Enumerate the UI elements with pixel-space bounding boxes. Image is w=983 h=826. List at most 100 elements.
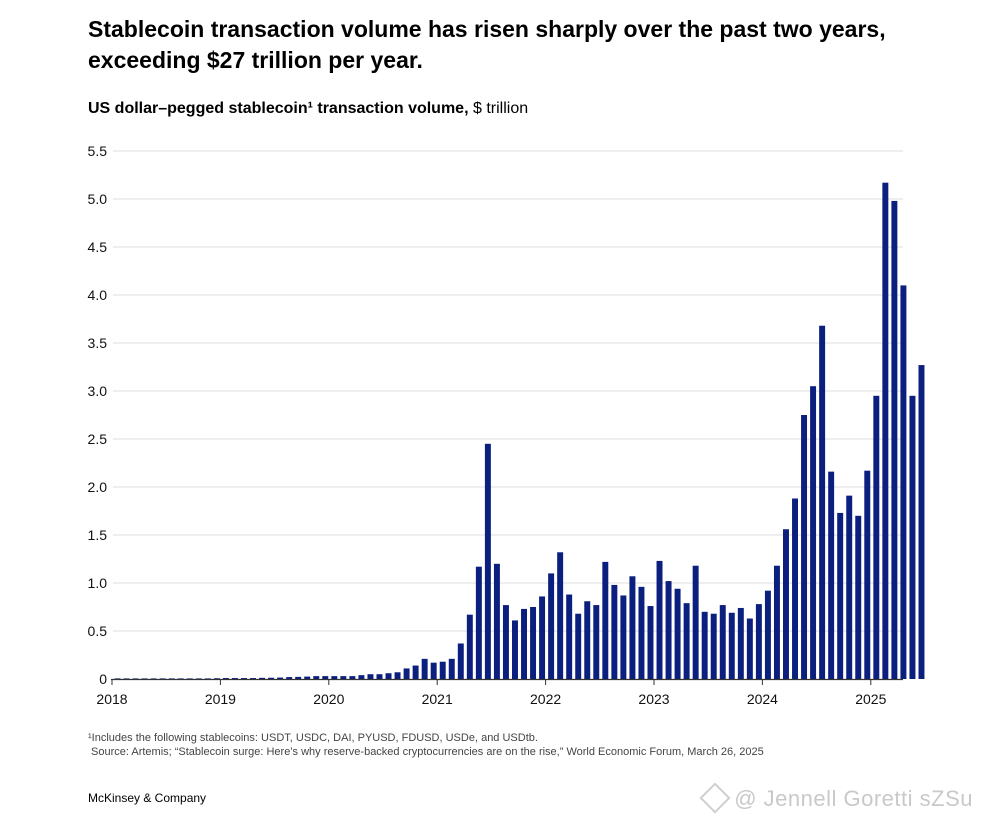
y-tick-label: 3.5 [88, 335, 108, 351]
bar [484, 443, 491, 679]
y-tick-label: 4.0 [88, 287, 108, 303]
bar-chart: 0 0.5 1.0 1.5 2.0 2.5 3.0 3.5 4.0 4.5 5.0 5.5 2018 20… [88, 143, 925, 707]
x-tick-label: 2020 [313, 691, 344, 707]
bar [819, 325, 826, 679]
bar [801, 415, 808, 679]
bar [141, 678, 148, 679]
axes: 0 0.5 1.0 1.5 2.0 2.5 3.0 3.5 4.0 4.5 5.0 5.5 2018 20… [88, 143, 903, 707]
bar [828, 471, 835, 679]
bar [222, 678, 229, 679]
bar [611, 584, 618, 679]
x-tick-label: 2022 [530, 691, 561, 707]
bar [512, 620, 518, 679]
bar [755, 604, 762, 679]
bar [385, 673, 392, 679]
bar [132, 678, 139, 679]
bar [647, 606, 654, 679]
diamond-icon [699, 782, 731, 814]
bar [358, 675, 365, 679]
bar [665, 581, 672, 679]
bar [692, 565, 699, 679]
bar [548, 573, 555, 679]
subtitle-main: US dollar–pegged stablecoin¹ transaction… [88, 100, 469, 117]
bar [846, 495, 853, 679]
bar [620, 595, 627, 679]
bar [186, 678, 193, 679]
bar [629, 576, 636, 679]
bar [773, 565, 780, 679]
bar [737, 607, 744, 679]
bar [493, 563, 500, 679]
bar [683, 603, 690, 679]
source-note: Source: Artemis; “Stablecoin surge: Here… [91, 746, 764, 758]
bar [909, 395, 916, 679]
bar [792, 498, 798, 679]
y-tick-label: 5.0 [88, 191, 108, 207]
gridlines [113, 150, 903, 632]
bar [448, 658, 455, 679]
y-tick-label: 1.5 [88, 527, 108, 543]
x-tick-label: 2019 [205, 691, 236, 707]
bar [367, 674, 374, 679]
bar [593, 605, 600, 679]
y-tick-label: 3.0 [88, 383, 108, 399]
x-tick-label: 2024 [747, 691, 778, 707]
bar [403, 668, 410, 679]
bar [530, 607, 537, 679]
bar [864, 470, 871, 679]
bar [376, 674, 383, 679]
footnote: ¹Includes the following stablecoins: USD… [88, 732, 538, 744]
x-tick-label: 2018 [96, 691, 127, 707]
bar [421, 658, 428, 679]
bar [475, 566, 482, 679]
y-tick-label: 0 [99, 671, 107, 687]
bar [539, 596, 546, 679]
chart-subtitle: US dollar–pegged stablecoin¹ transaction… [88, 100, 528, 118]
bar [638, 586, 645, 679]
bar [168, 678, 175, 679]
bar [855, 515, 862, 679]
x-tick-label: 2025 [855, 691, 886, 707]
subtitle-unit: $ trillion [468, 100, 529, 117]
bar [701, 611, 708, 679]
y-tick-label: 2.5 [88, 431, 108, 447]
bar [313, 676, 320, 679]
brand-logo: McKinsey & Company [88, 791, 207, 805]
bar [566, 594, 573, 679]
y-tick-label: 2.0 [88, 479, 108, 495]
bar [268, 677, 275, 679]
bar [331, 676, 338, 679]
bar [728, 612, 735, 679]
bar [340, 676, 347, 679]
bar [195, 678, 202, 679]
bar [241, 678, 247, 679]
bar [918, 365, 925, 679]
bar [810, 386, 817, 679]
bar [502, 605, 509, 679]
bar [602, 561, 609, 679]
bar [466, 614, 473, 679]
bar [457, 643, 464, 679]
bar [891, 200, 898, 680]
bar [882, 182, 889, 679]
bar [746, 618, 753, 679]
bar [259, 677, 266, 679]
y-tick-label: 1.0 [88, 575, 108, 591]
bar [286, 677, 293, 679]
bar [123, 678, 130, 679]
bar [295, 676, 302, 679]
bar [900, 285, 907, 679]
bar [150, 678, 157, 679]
y-tick-label: 5.5 [88, 143, 108, 159]
bar [213, 678, 220, 679]
bar [584, 601, 591, 679]
bar [177, 678, 184, 679]
bar [439, 661, 446, 679]
bar [656, 560, 663, 679]
chart-headline: Stablecoin transaction volume has risen … [88, 16, 886, 73]
bar [837, 512, 844, 679]
y-tick-label: 0.5 [88, 623, 108, 639]
bar [430, 662, 437, 679]
bar [674, 588, 681, 679]
bar [710, 613, 717, 679]
